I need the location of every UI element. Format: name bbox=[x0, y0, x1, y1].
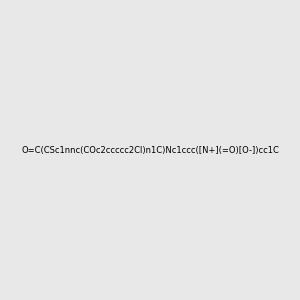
Text: O=C(CSc1nnc(COc2ccccc2Cl)n1C)Nc1ccc([N+](=O)[O-])cc1C: O=C(CSc1nnc(COc2ccccc2Cl)n1C)Nc1ccc([N+]… bbox=[21, 146, 279, 154]
